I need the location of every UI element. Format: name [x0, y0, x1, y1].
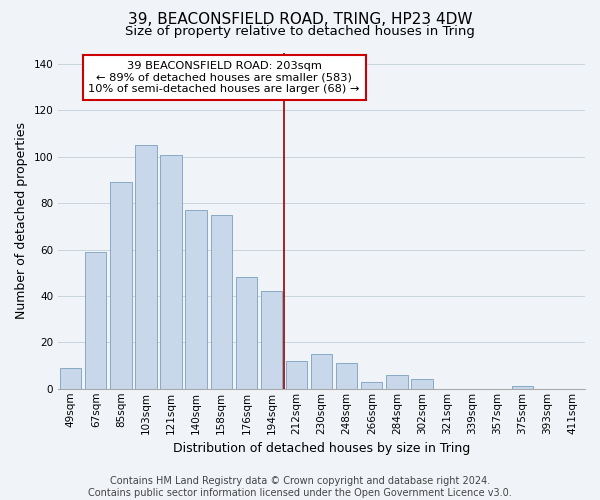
- Text: Size of property relative to detached houses in Tring: Size of property relative to detached ho…: [125, 25, 475, 38]
- Bar: [160, 154, 182, 389]
- Bar: [85, 252, 106, 389]
- Y-axis label: Number of detached properties: Number of detached properties: [15, 122, 28, 319]
- Bar: [386, 375, 407, 389]
- Bar: [236, 278, 257, 389]
- Bar: [361, 382, 382, 389]
- Bar: [136, 146, 157, 389]
- Bar: [411, 380, 433, 389]
- Text: 39, BEACONSFIELD ROAD, TRING, HP23 4DW: 39, BEACONSFIELD ROAD, TRING, HP23 4DW: [128, 12, 472, 28]
- Bar: [185, 210, 207, 389]
- Bar: [336, 364, 358, 389]
- Bar: [261, 292, 282, 389]
- X-axis label: Distribution of detached houses by size in Tring: Distribution of detached houses by size …: [173, 442, 470, 455]
- Bar: [110, 182, 131, 389]
- Bar: [286, 361, 307, 389]
- Text: Contains HM Land Registry data © Crown copyright and database right 2024.
Contai: Contains HM Land Registry data © Crown c…: [88, 476, 512, 498]
- Bar: [311, 354, 332, 389]
- Bar: [211, 215, 232, 389]
- Bar: [512, 386, 533, 389]
- Bar: [60, 368, 82, 389]
- Text: 39 BEACONSFIELD ROAD: 203sqm
← 89% of detached houses are smaller (583)
10% of s: 39 BEACONSFIELD ROAD: 203sqm ← 89% of de…: [88, 61, 360, 94]
